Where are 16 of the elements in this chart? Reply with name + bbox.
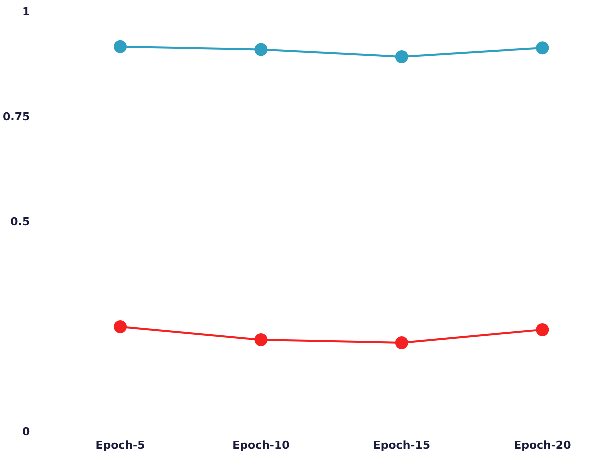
point xyxy=(254,334,268,347)
point xyxy=(395,50,408,64)
point xyxy=(114,320,127,334)
y-tick-label: 0 xyxy=(22,426,30,438)
point xyxy=(395,336,408,350)
point xyxy=(536,42,550,55)
point xyxy=(254,43,268,56)
y-tick-label: 0.5 xyxy=(10,216,30,228)
y-tick-label: 0.75 xyxy=(3,110,30,124)
point xyxy=(536,323,550,336)
point xyxy=(114,40,127,54)
x-tick-label: Epoch-15 xyxy=(373,439,431,452)
y-tick-label: 1 xyxy=(22,6,30,18)
x-tick-label: Epoch-10 xyxy=(232,439,290,452)
x-tick-label: Epoch-20 xyxy=(514,439,572,452)
x-tick-label: Epoch-5 xyxy=(96,439,146,452)
